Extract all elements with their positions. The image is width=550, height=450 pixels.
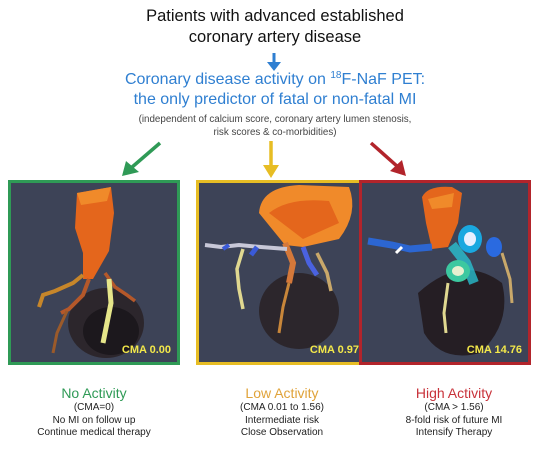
yellow-arrow-icon: [263, 141, 279, 178]
pet-image-no-activity: CMA 0.00: [8, 180, 180, 365]
title-line-1: Patients with advanced established: [146, 7, 404, 25]
category-name: No Activity: [61, 385, 127, 401]
panel-arrows: [122, 141, 406, 178]
down-arrow-icon: [267, 53, 281, 71]
title-line-2: coronary artery disease: [188, 28, 362, 46]
note-line-2: risk scores & co-morbidities): [213, 126, 337, 138]
heart-scan-image: [367, 186, 514, 356]
category-therapy: Close Observation: [240, 427, 324, 438]
cma-value-label: CMA 14.76: [466, 344, 522, 356]
headline-line-2: the only predictor of fatal or non-fatal…: [133, 91, 417, 108]
headline: Coronary disease activity on 18F-NaF PET…: [0, 70, 550, 110]
category-outcome: Intermediate risk: [245, 414, 319, 426]
category-high-activity: High Activity (CMA > 1.56) 8-fold risk o…: [364, 385, 544, 440]
category-name: High Activity: [415, 385, 493, 401]
category-outcome: No MI on follow up: [52, 414, 136, 426]
category-range: (CMA 0.01 to 1.56): [240, 402, 324, 413]
category-range: (CMA=0): [73, 402, 115, 413]
category-low-activity: Low Activity (CMA 0.01 to 1.56) Intermed…: [192, 385, 372, 440]
isotope-mass: 18: [330, 70, 342, 81]
headline-line-1: Coronary disease activity on 18F-NaF PET…: [124, 70, 426, 89]
pet-image-low-activity: CMA 0.97: [196, 180, 368, 365]
green-arrow-icon: [122, 141, 162, 176]
red-arrow-icon: [369, 141, 406, 176]
note-line-1: (independent of calcium score, coronary …: [138, 114, 412, 125]
pet-image-high-activity: CMA 14.76: [359, 180, 531, 365]
category-therapy: Intensify Therapy: [415, 427, 493, 438]
heart-scan-image: [204, 185, 353, 349]
category-therapy: Continue medical therapy: [37, 427, 151, 438]
independence-note: (independent of calcium score, coronary …: [0, 114, 550, 139]
category-range: (CMA > 1.56): [424, 402, 484, 413]
category-no-activity: No Activity (CMA=0) No MI on follow up C…: [4, 385, 184, 440]
cma-value-label: CMA 0.97: [309, 344, 359, 356]
heart-scan-image: [37, 187, 144, 358]
cma-value-label: CMA 0.00: [121, 344, 171, 356]
category-name: Low Activity: [245, 385, 319, 401]
diagram-title: Patients with advanced established coron…: [0, 6, 550, 48]
category-outcome: 8-fold risk of future MI: [405, 414, 503, 426]
